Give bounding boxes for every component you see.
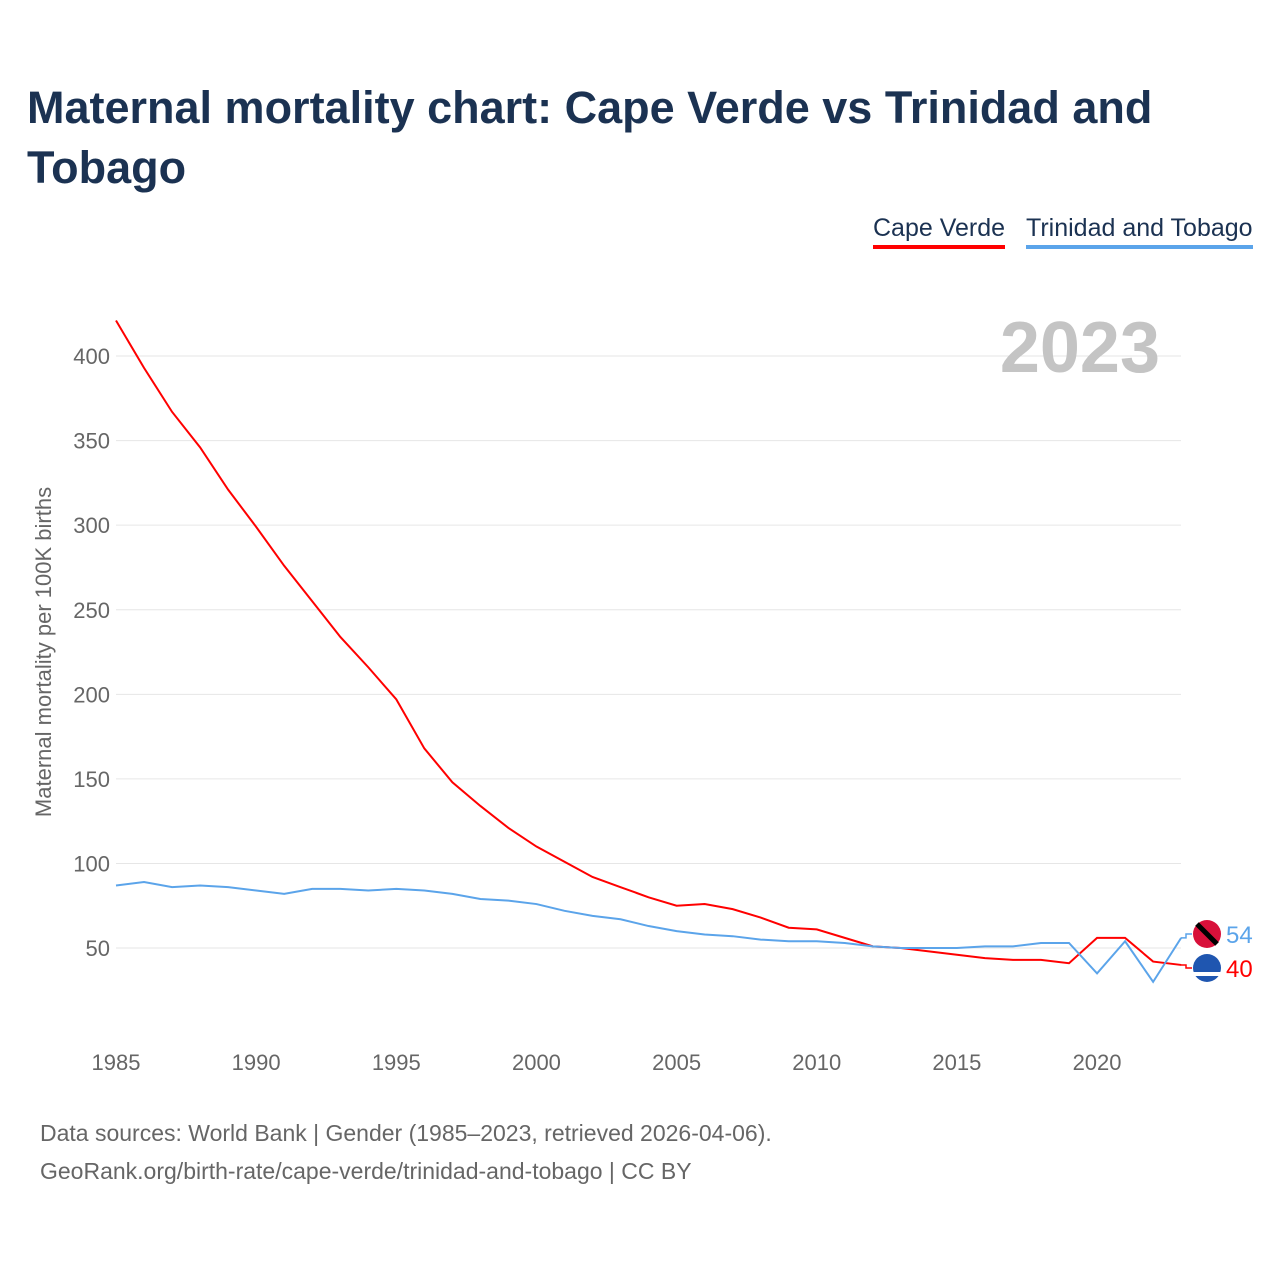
footer-link[interactable]: GeoRank.org/birth-rate/cape-verde/trinid… bbox=[40, 1158, 692, 1184]
x-tick-label: 2005 bbox=[652, 1050, 701, 1075]
end-value-label: 40 bbox=[1226, 956, 1253, 983]
cape-verde-flag-icon bbox=[1193, 954, 1221, 982]
legend-trinidad-and-tobago[interactable]: Trinidad and Tobago bbox=[1026, 214, 1253, 249]
end-connector bbox=[1181, 964, 1192, 969]
x-tick-label: 2000 bbox=[512, 1050, 561, 1075]
x-tick-label: 2015 bbox=[932, 1050, 981, 1075]
flag-stripe bbox=[1193, 972, 1221, 976]
series-line-1 bbox=[115, 881, 1182, 984]
series-line-0 bbox=[115, 320, 1182, 966]
x-tick-label: 2010 bbox=[792, 1050, 841, 1075]
y-tick-label: 150 bbox=[73, 767, 110, 792]
legend-cape-verde[interactable]: Cape Verde bbox=[873, 214, 1006, 249]
y-tick-label: 250 bbox=[73, 598, 110, 623]
y-tick-label: 200 bbox=[73, 682, 110, 707]
x-tick-label: 1995 bbox=[372, 1050, 421, 1075]
chart-title: Maternal mortality chart: Cape Verde vs … bbox=[27, 82, 1153, 193]
flag-stripe bbox=[1195, 922, 1219, 946]
end-value-label: 54 bbox=[1226, 922, 1253, 949]
y-tick-label: 50 bbox=[86, 936, 110, 961]
y-tick-label: 350 bbox=[73, 429, 110, 454]
y-tick-label: 100 bbox=[73, 851, 110, 876]
footer-sources: Data sources: World Bank | Gender (1985–… bbox=[40, 1120, 772, 1146]
y-tick-label: 400 bbox=[73, 344, 110, 369]
x-tick-label: 1985 bbox=[92, 1050, 141, 1075]
year-watermark: 2023 bbox=[1000, 308, 1160, 388]
x-tick-label: 1990 bbox=[232, 1050, 281, 1075]
y-axis-label: Maternal mortality per 100K births bbox=[31, 487, 56, 817]
x-tick-label: 2020 bbox=[1073, 1050, 1122, 1075]
y-tick-label: 300 bbox=[73, 513, 110, 538]
end-connector bbox=[1181, 933, 1192, 939]
